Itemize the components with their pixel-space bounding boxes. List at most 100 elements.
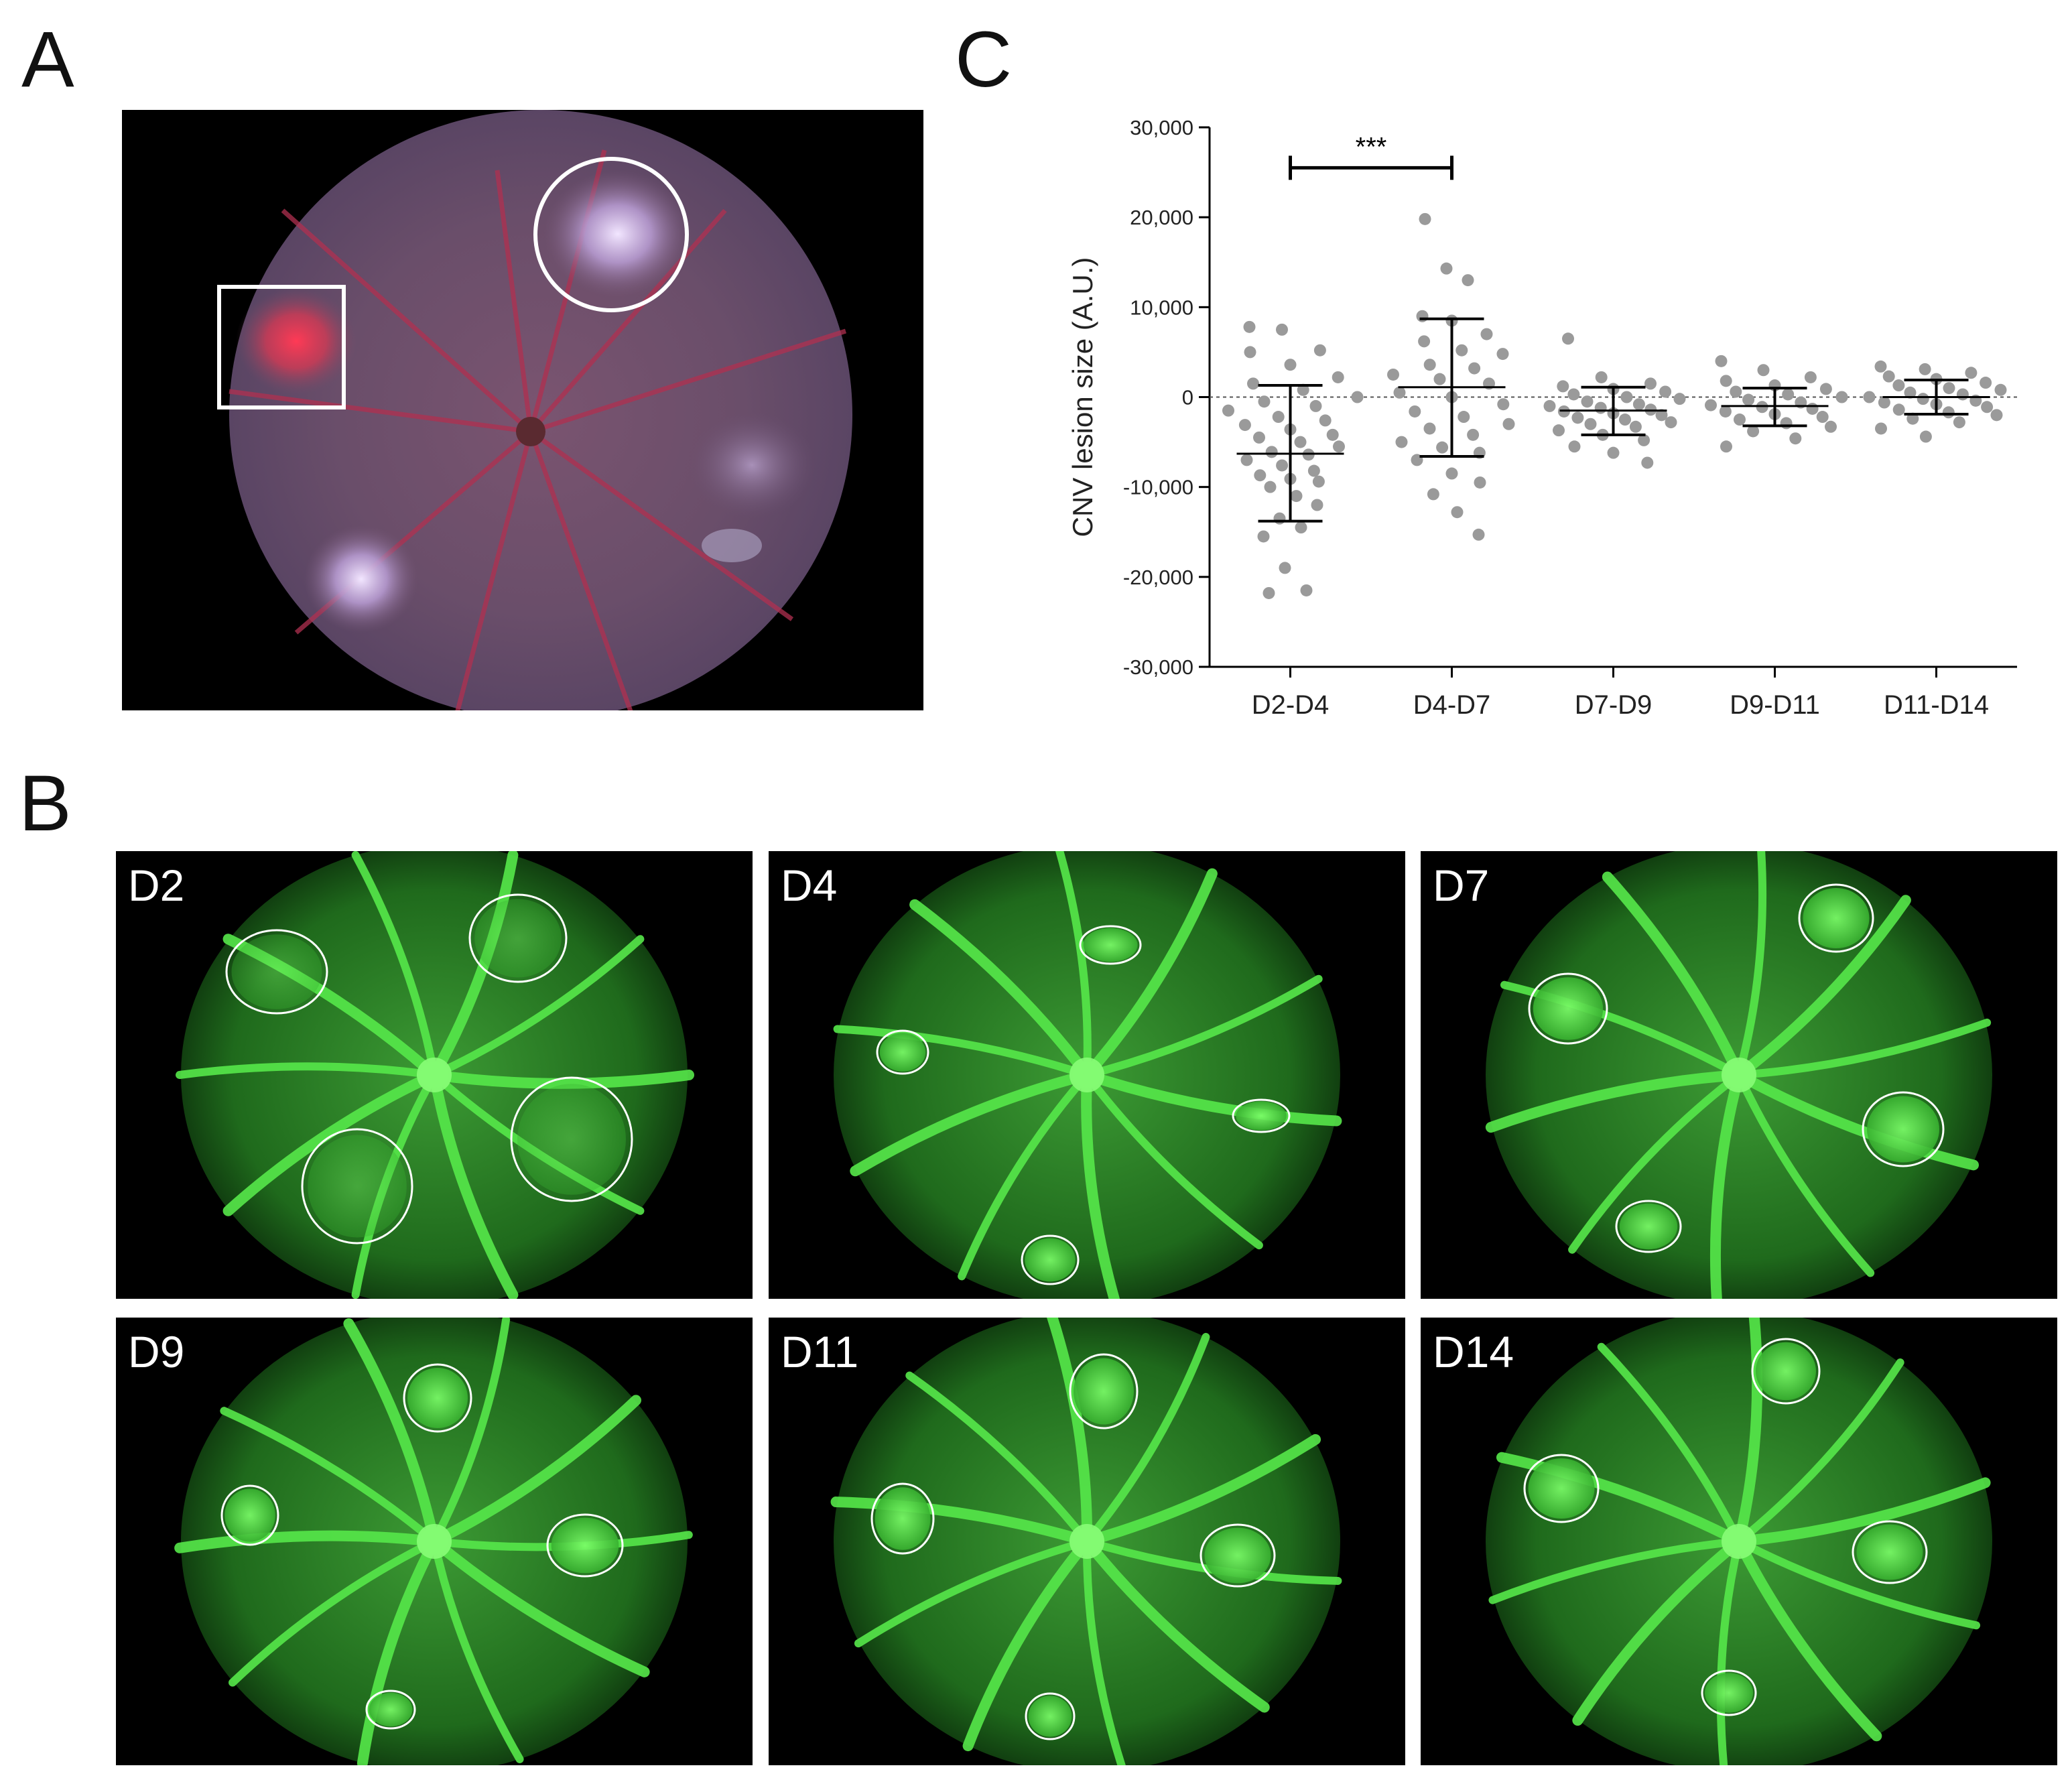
- data-point: [1644, 377, 1657, 390]
- lesion-square-marker: [217, 285, 346, 409]
- data-point: [1835, 391, 1848, 403]
- lesion-glow: [1528, 1458, 1595, 1519]
- data-point: [1994, 383, 2007, 396]
- data-point: [1980, 377, 1992, 389]
- data-point: [1953, 416, 1965, 429]
- data-point: [1276, 459, 1289, 472]
- data-point: [1659, 385, 1672, 398]
- lesion-outline: [220, 1484, 279, 1546]
- data-point: [1562, 332, 1574, 345]
- optic-disc: [1722, 1058, 1756, 1092]
- lesion-glow: [1533, 977, 1604, 1040]
- angio-tile-d11: D11: [769, 1318, 1405, 1765]
- lesion-glow: [517, 1084, 626, 1195]
- lesion-outline: [1852, 1520, 1928, 1584]
- data-point: [1332, 371, 1344, 383]
- data-point: [1641, 456, 1654, 469]
- data-point: [1965, 367, 1978, 379]
- data-point: [1419, 212, 1431, 225]
- data-point: [1279, 562, 1291, 574]
- data-point: [1472, 528, 1485, 541]
- data-point: [1789, 432, 1802, 445]
- data-point: [1632, 398, 1645, 411]
- y-tick-label: -10,000: [1123, 476, 1193, 499]
- lesion-outline: [1798, 883, 1874, 953]
- data-point: [1416, 310, 1429, 322]
- data-point: [1257, 530, 1270, 543]
- data-point: [1462, 274, 1474, 287]
- y-tick-label: 20,000: [1130, 206, 1193, 229]
- tile-label-d2: D2: [128, 861, 185, 910]
- data-point: [1265, 446, 1278, 458]
- fundus-color-image: [122, 110, 923, 710]
- data-point: [1906, 412, 1919, 425]
- y-tick-label: 30,000: [1130, 116, 1193, 139]
- lesion-circle-marker: [533, 157, 689, 312]
- data-point: [1619, 413, 1631, 426]
- data-point: [1780, 417, 1793, 430]
- lesion-outline: [510, 1076, 633, 1202]
- tile-label-d11: D11: [781, 1327, 859, 1377]
- lesion-outline: [301, 1128, 413, 1245]
- data-point: [1455, 344, 1468, 357]
- data-point: [1276, 323, 1288, 336]
- data-point: [1284, 359, 1297, 371]
- x-tick-label: D11-D14: [1884, 690, 1989, 720]
- data-point: [1782, 388, 1795, 401]
- data-point: [1474, 476, 1486, 489]
- angio-image-d7: [1485, 851, 1992, 1299]
- data-point: [1620, 391, 1633, 403]
- data-point: [1351, 391, 1364, 403]
- vessels: [1485, 851, 1992, 1299]
- data-point: [1244, 346, 1256, 359]
- data-point: [1705, 399, 1717, 411]
- data-point: [1943, 382, 1955, 395]
- data-point: [1875, 422, 1887, 435]
- lesion-glow: [1867, 1096, 1939, 1163]
- lesion-outline: [1232, 1098, 1291, 1133]
- data-point: [1715, 355, 1728, 367]
- lesion-glow: [1856, 1524, 1923, 1580]
- data-point: [1297, 383, 1309, 396]
- data-point: [1418, 335, 1431, 348]
- data-point: [1312, 475, 1325, 488]
- angio-tile-d14: D14: [1421, 1318, 2057, 1765]
- y-tick-label: 10,000: [1130, 296, 1193, 319]
- y-tick-label: 0: [1182, 386, 1193, 409]
- angio-image-d11: [830, 1318, 1342, 1765]
- angio-tile-d7: D7: [1421, 851, 2057, 1299]
- data-point: [1892, 379, 1905, 392]
- data-point: [1307, 464, 1320, 477]
- lesion-glow: [1074, 1358, 1134, 1425]
- x-tick-label: D2-D4: [1252, 690, 1330, 720]
- data-point: [1919, 363, 1931, 375]
- lesion-outline: [365, 1690, 416, 1730]
- data-point: [1673, 393, 1686, 405]
- data-point: [1557, 380, 1569, 393]
- lesion-outline: [1523, 1454, 1600, 1523]
- data-point: [1878, 396, 1890, 409]
- lesion-glow: [1028, 1696, 1072, 1737]
- tile-label-d9: D9: [128, 1327, 185, 1377]
- data-point: [1720, 375, 1732, 387]
- data-point: [1247, 377, 1259, 390]
- lesion-glow: [1025, 1238, 1076, 1282]
- lesion-outline: [870, 1482, 935, 1555]
- lesion-outline: [403, 1363, 472, 1433]
- angio-tile-d2: D2: [116, 851, 753, 1299]
- data-point: [1568, 440, 1581, 453]
- data-point: [1730, 385, 1742, 398]
- lesion-glow: [1756, 1342, 1816, 1401]
- data-point: [1581, 395, 1594, 408]
- lesion-glow: [231, 934, 322, 1009]
- x-tick-label: D4-D7: [1413, 690, 1491, 720]
- data-point: [1254, 469, 1267, 482]
- tile-label-d7: D7: [1433, 861, 1490, 910]
- data-point: [1981, 401, 1994, 413]
- angio-tile-d9: D9: [116, 1318, 753, 1765]
- optic-disc: [1070, 1524, 1104, 1559]
- data-point: [1423, 359, 1436, 371]
- cnv-chart: -30,000 -20,000 -10,000 0 10,000 20,000 30,000…: [1045, 101, 2064, 757]
- lesion-glow: [879, 1033, 926, 1072]
- angio-image-d9: [174, 1318, 693, 1765]
